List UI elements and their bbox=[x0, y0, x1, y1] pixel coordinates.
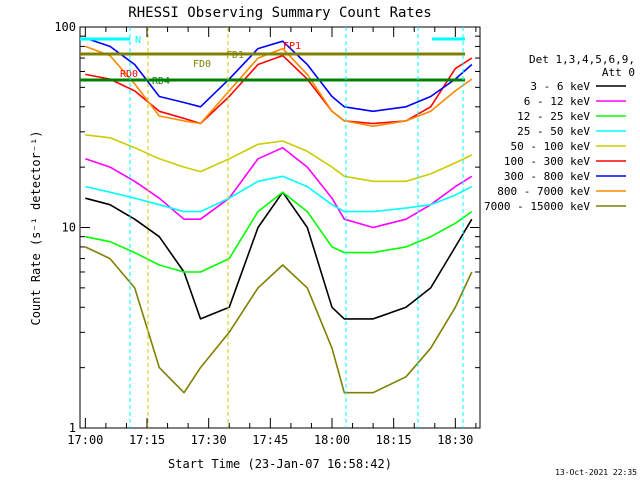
x-tick-label: 18:15 bbox=[376, 433, 412, 447]
flag-label-rd0: RD0 bbox=[120, 69, 138, 80]
x-tick-label: 17:15 bbox=[129, 433, 165, 447]
legend-subtitle: Att 0 bbox=[602, 66, 635, 79]
x-tick-label: 17:00 bbox=[67, 433, 103, 447]
chart-title: RHESSI Observing Summary Count Rates bbox=[128, 5, 431, 21]
series-line-3 bbox=[85, 175, 473, 213]
legend: Det 1,3,4,5,6,9, Att 0 3 - 6 keV 6 - 12 k… bbox=[484, 53, 635, 213]
legend-item-label: 100 - 300 keV bbox=[504, 155, 590, 168]
flag-label-fd1: FD1 bbox=[226, 50, 244, 61]
y-tick-label: 1 bbox=[69, 421, 76, 435]
flag-label-rd4: RD4 bbox=[152, 76, 170, 87]
series-line-6 bbox=[85, 37, 473, 113]
series-line-4 bbox=[85, 134, 473, 183]
x-axis-label: Start Time (23-Jan-07 16:58:42) bbox=[168, 457, 392, 471]
series-line-8 bbox=[84, 246, 473, 394]
legend-item-label: 7000 - 15000 keV bbox=[484, 200, 590, 213]
flag-label-n: N bbox=[135, 35, 141, 46]
x-tick-label: 17:45 bbox=[252, 433, 288, 447]
series-line-2 bbox=[85, 191, 473, 273]
series-line-7 bbox=[85, 45, 473, 127]
legend-title: Det 1,3,4,5,6,9, bbox=[529, 53, 635, 66]
x-tick-label: 18:00 bbox=[314, 433, 350, 447]
legend-item-label: 6 - 12 keV bbox=[524, 95, 591, 108]
flag-label-fd0: FD0 bbox=[193, 59, 211, 70]
timestamp: 13-Oct-2021 22:35 bbox=[555, 468, 637, 477]
y-tick-label: 10 bbox=[62, 221, 76, 235]
legend-item-label: 300 - 800 keV bbox=[504, 170, 590, 183]
series-line-1 bbox=[85, 146, 473, 229]
y-axis-label: Count Rate (s⁻¹ detector⁻¹) bbox=[29, 130, 43, 325]
legend-item-label: 800 - 7000 keV bbox=[497, 185, 590, 198]
legend-item-label: 50 - 100 keV bbox=[511, 140, 591, 153]
legend-item-label: 12 - 25 keV bbox=[517, 110, 590, 123]
y-tick-label: 100 bbox=[54, 20, 76, 34]
legend-item-label: 3 - 6 keV bbox=[530, 80, 590, 93]
flag-label-fp1: FP1 bbox=[283, 41, 301, 52]
legend-item-label: 25 - 50 keV bbox=[517, 125, 590, 138]
x-tick-label: 17:30 bbox=[191, 433, 227, 447]
x-tick-label: 18:30 bbox=[437, 433, 473, 447]
